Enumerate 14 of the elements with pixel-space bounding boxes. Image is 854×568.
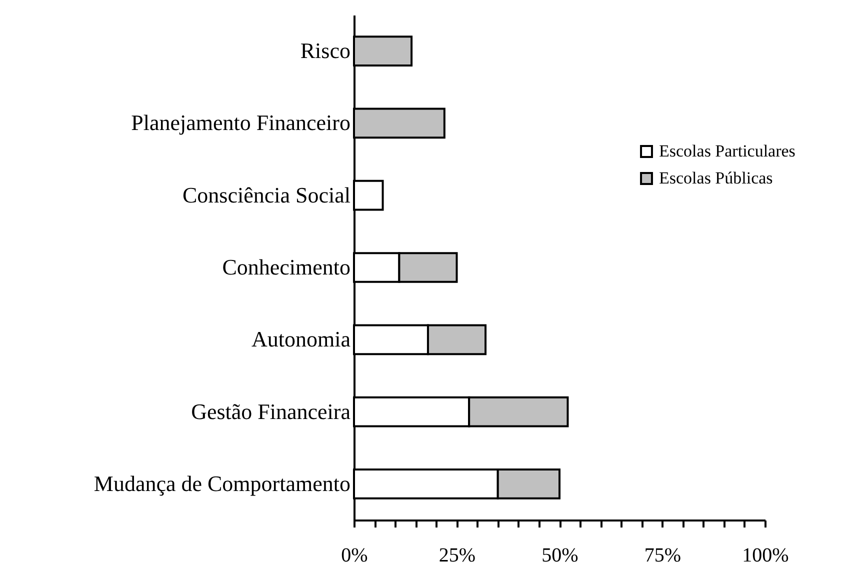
x-tick-label: 50%	[542, 544, 578, 566]
y-tick-label: Autonomia	[252, 326, 351, 352]
y-tick-label: Conhecimento	[222, 254, 350, 280]
legend-label: Escolas Particulares	[659, 142, 796, 160]
y-tick-label: Risco	[300, 38, 350, 64]
legend-label: Escolas Públicas	[659, 168, 773, 188]
x-tick-label: 0%	[341, 544, 368, 566]
y-tick-label: Gestão Financeira	[191, 398, 351, 424]
y-tick-label: Consciência Social	[182, 182, 350, 208]
y-tick-label: Mudança de Comportamento	[94, 470, 350, 496]
y-tick-label: Planejamento Financeiro	[131, 110, 350, 136]
x-tick-label: 100%	[742, 544, 789, 566]
x-tick-label: 25%	[438, 544, 476, 566]
x-tick-label: 75%	[644, 544, 682, 566]
